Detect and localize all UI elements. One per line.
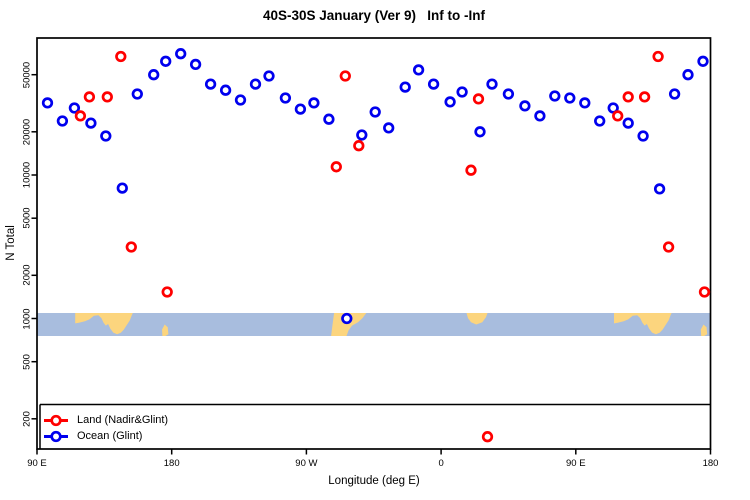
data-point bbox=[369, 106, 381, 118]
chart-title: 40S-30S January (Ver 9) Inf to -Inf bbox=[262, 8, 486, 23]
data-point bbox=[125, 241, 137, 253]
data-point bbox=[330, 161, 342, 173]
legend-marker bbox=[50, 414, 62, 427]
data-point bbox=[412, 64, 425, 76]
data-point bbox=[474, 126, 486, 138]
data-point bbox=[637, 130, 649, 142]
x-tick-label: 0 bbox=[438, 458, 444, 469]
data-point bbox=[116, 182, 128, 194]
data-point bbox=[308, 97, 320, 109]
legend-label: Ocean (Glint) bbox=[77, 429, 143, 442]
data-point bbox=[323, 113, 335, 125]
data-point bbox=[279, 92, 292, 104]
data-point bbox=[56, 115, 69, 127]
data-point bbox=[622, 117, 634, 129]
y-tick-label: 2000 bbox=[21, 264, 33, 286]
data-point bbox=[148, 69, 160, 81]
data-point bbox=[234, 94, 247, 106]
data-point bbox=[399, 81, 411, 93]
data-point bbox=[594, 115, 606, 127]
data-point bbox=[263, 70, 275, 82]
data-point bbox=[341, 312, 353, 325]
x-tick-label: 90 W bbox=[295, 458, 318, 469]
data-point bbox=[534, 110, 546, 122]
data-point bbox=[427, 78, 440, 90]
data-point bbox=[465, 164, 477, 176]
data-point bbox=[662, 241, 675, 253]
legend-marker bbox=[50, 430, 62, 443]
x-axis-title: Longitude (deg E) bbox=[328, 475, 420, 487]
data-point bbox=[131, 88, 143, 100]
data-point bbox=[219, 84, 232, 96]
data-point bbox=[481, 431, 494, 443]
y-tick-label: 10000 bbox=[21, 161, 33, 189]
data-point bbox=[204, 78, 217, 90]
data-point bbox=[339, 70, 351, 82]
data-point bbox=[383, 122, 395, 134]
y-tick-label: 200 bbox=[21, 410, 33, 427]
data-point bbox=[294, 103, 307, 115]
data-point bbox=[698, 286, 711, 298]
data-point bbox=[161, 286, 173, 298]
map-strip-land-australia bbox=[75, 313, 133, 335]
x-tick-label: 180 bbox=[163, 458, 180, 469]
legend-label: Land (Nadir&Glint) bbox=[77, 413, 169, 426]
data-point bbox=[41, 97, 54, 109]
data-point bbox=[100, 130, 112, 142]
data-point bbox=[579, 97, 591, 109]
data-point bbox=[74, 110, 87, 122]
data-point bbox=[456, 86, 468, 98]
data-point bbox=[682, 69, 694, 81]
map-strip-ocean bbox=[37, 313, 711, 336]
data-point bbox=[83, 91, 96, 103]
data-point bbox=[115, 50, 127, 63]
map-strip-land-africa bbox=[466, 313, 488, 325]
y-tick-label: 5000 bbox=[21, 207, 33, 229]
map-strip-land-australia-wrap bbox=[614, 313, 672, 335]
map-strip-land-new-zealand bbox=[162, 324, 169, 336]
x-tick-label: 90 E bbox=[27, 458, 47, 469]
y-tick-label: 500 bbox=[21, 353, 33, 370]
y-axis-title: N Total bbox=[5, 225, 17, 261]
data-point bbox=[189, 58, 202, 71]
data-point bbox=[249, 78, 262, 90]
data-point bbox=[607, 102, 619, 114]
data-point bbox=[444, 96, 456, 108]
data-point bbox=[622, 91, 634, 103]
data-point bbox=[486, 78, 498, 90]
x-tick-label: 90 E bbox=[566, 458, 586, 469]
y-tick-label: 50000 bbox=[21, 61, 33, 88]
map-strip-land-new-zealand-wrap bbox=[700, 324, 708, 336]
data-point bbox=[653, 183, 666, 195]
data-point bbox=[638, 91, 651, 103]
data-point bbox=[612, 110, 624, 122]
data-point bbox=[85, 117, 97, 129]
map-strip-land-south-america bbox=[331, 313, 367, 336]
data-point bbox=[175, 48, 187, 60]
data-point bbox=[652, 50, 664, 63]
data-point bbox=[101, 91, 113, 103]
data-point bbox=[160, 55, 172, 67]
data-point bbox=[549, 90, 561, 102]
data-point bbox=[502, 88, 515, 100]
data-point bbox=[519, 100, 531, 112]
data-point bbox=[697, 55, 709, 67]
data-point bbox=[472, 93, 485, 105]
data-point bbox=[668, 88, 681, 100]
data-point bbox=[356, 129, 368, 141]
data-point bbox=[353, 140, 365, 152]
data-point bbox=[564, 92, 576, 104]
x-tick-label: 180 bbox=[702, 458, 719, 469]
plot-border bbox=[36, 37, 712, 450]
y-tick-label: 1000 bbox=[21, 307, 33, 330]
data-point bbox=[68, 102, 81, 114]
y-tick-label: 20000 bbox=[21, 118, 33, 146]
